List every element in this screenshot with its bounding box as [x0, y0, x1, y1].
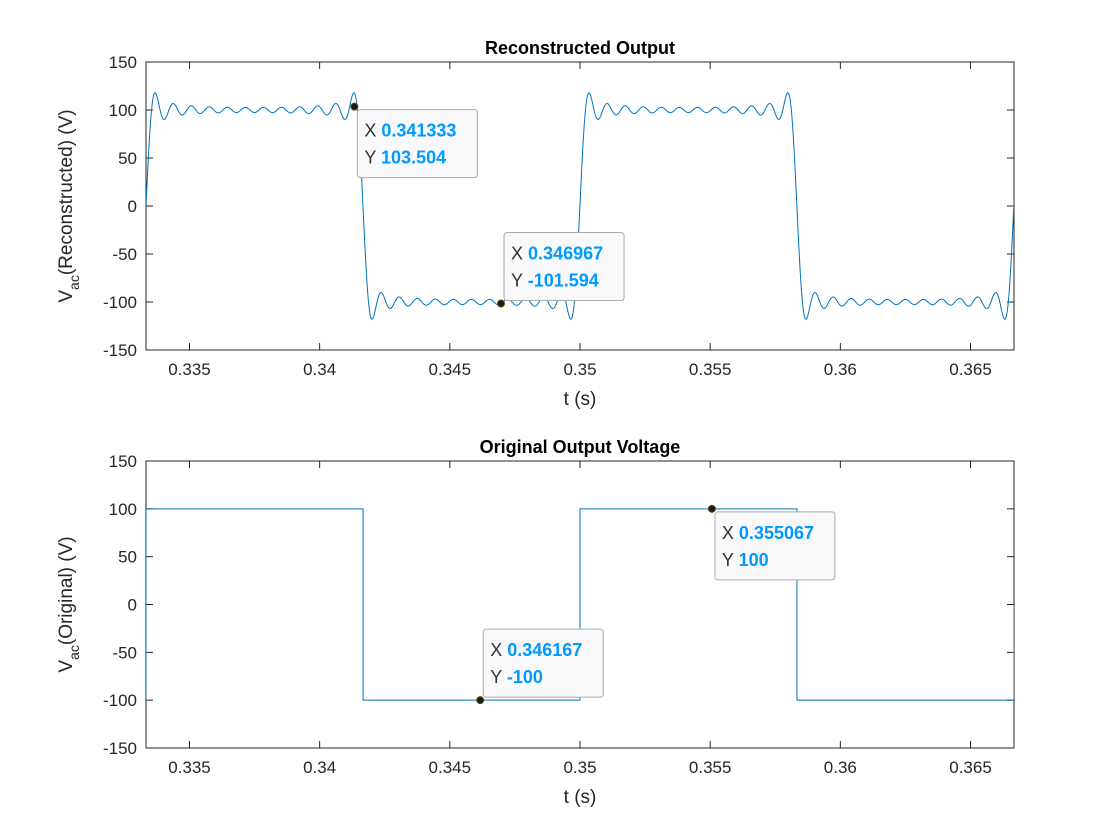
- x-tick-label: 0.34: [303, 360, 336, 379]
- x-tick-label: 0.335: [168, 360, 211, 379]
- chart-panel-1: 0.335 0.34 0.345 0.35 0.355 0.36 0.365 150 100 50…: [56, 38, 1015, 410]
- y-axis-label: Vac(Reconstructed) (V): [56, 109, 82, 302]
- chart-panel-2: 0.335 0.34 0.345 0.35 0.355 0.36 0.365 150 100 50…: [56, 437, 1015, 808]
- x-tick-label: 0.35: [563, 758, 596, 777]
- x-tick-label: 0.355: [689, 758, 732, 777]
- datatip-x-row: X 0.355067: [722, 523, 814, 543]
- datatip[interactable]: X 0.346167 Y -100: [476, 628, 604, 705]
- x-tick-label: 0.34: [303, 758, 336, 777]
- datatip-y-row: Y -101.594: [511, 271, 599, 291]
- datatip[interactable]: X 0.355067 Y 100: [707, 504, 836, 581]
- y-tick-label: -150: [103, 739, 137, 758]
- x-tick-label: 0.365: [949, 360, 992, 379]
- datatip-box: [356, 109, 478, 179]
- x-tick-label: 0.35: [563, 360, 596, 379]
- series-line: [146, 92, 1014, 320]
- datatip-x-row: X 0.346167: [490, 640, 582, 660]
- y-tick-label: -150: [103, 341, 137, 360]
- datatip-marker[interactable]: [707, 504, 716, 513]
- y-tick-label: -50: [112, 643, 137, 662]
- x-tick-label: 0.345: [429, 360, 472, 379]
- x-tick-label: 0.335: [168, 758, 211, 777]
- y-tick-label: 100: [109, 101, 137, 120]
- datatip[interactable]: X 0.341333 Y 103.504: [350, 102, 478, 179]
- datatip-marker[interactable]: [350, 102, 359, 111]
- chart-title: Original Output Voltage: [480, 437, 681, 457]
- y-tick-label: 0: [128, 197, 137, 216]
- y-tick-label: 50: [118, 548, 137, 567]
- x-tick-label: 0.365: [949, 758, 992, 777]
- datatip-box: [503, 232, 625, 302]
- datatip[interactable]: X 0.346967 Y -101.594: [497, 232, 625, 308]
- x-tick-label: 0.36: [824, 758, 857, 777]
- datatip-x-row: X 0.346967: [511, 244, 603, 264]
- y-tick-label: 0: [128, 596, 137, 615]
- x-axis-label: t (s): [564, 389, 597, 410]
- datatip-box: [482, 628, 604, 698]
- y-tick-label: 50: [118, 149, 137, 168]
- y-tick-label: -100: [103, 691, 137, 710]
- datatip-y-row: Y 100: [722, 550, 769, 570]
- y-tick-label: 100: [109, 500, 137, 519]
- datatip-marker[interactable]: [497, 299, 506, 308]
- series-line: [146, 508, 1014, 701]
- datatip-box: [714, 511, 836, 581]
- x-axis-label: t (s): [564, 787, 597, 808]
- y-tick-label: -50: [112, 245, 137, 264]
- datatip-y-row: Y 103.504: [364, 148, 446, 168]
- y-tick-label: 150: [109, 452, 137, 471]
- y-tick-label: 150: [109, 53, 137, 72]
- y-axis-label: Vac(Original) (V): [56, 536, 82, 672]
- x-tick-label: 0.345: [429, 758, 472, 777]
- x-tick-label: 0.355: [689, 360, 732, 379]
- datatip-y-row: Y -100: [490, 667, 543, 687]
- datatip-x-row: X 0.341333: [364, 121, 456, 141]
- datatip-marker[interactable]: [476, 696, 485, 705]
- chart-title: Reconstructed Output: [485, 38, 675, 58]
- y-tick-label: -100: [103, 293, 137, 312]
- x-tick-label: 0.36: [824, 360, 857, 379]
